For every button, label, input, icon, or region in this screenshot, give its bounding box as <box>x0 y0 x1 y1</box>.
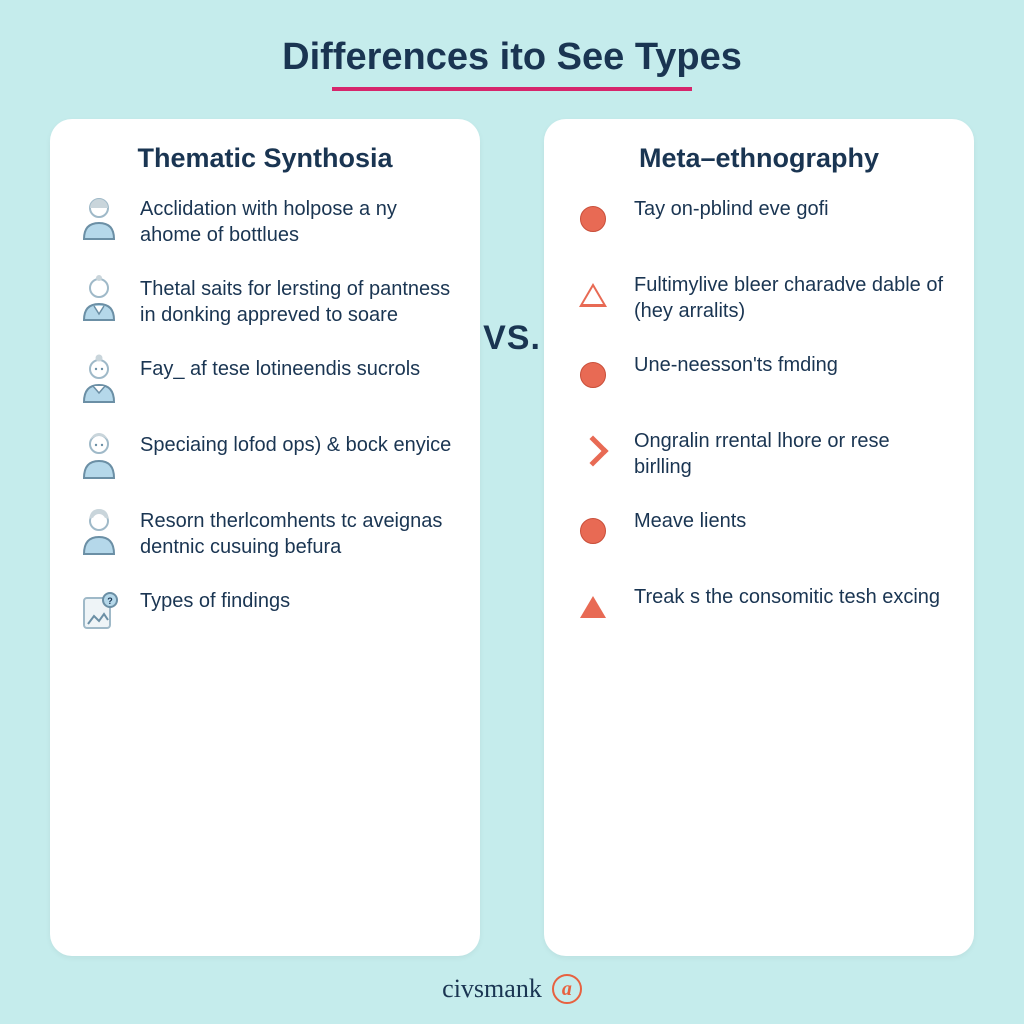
right-heading: Meta–ethnography <box>568 143 950 174</box>
circle-icon <box>568 194 618 244</box>
list-item: Meave lients <box>568 506 950 556</box>
item-text: Speciaing lofod ops) & bock enyice <box>140 430 451 458</box>
item-text: Tay on-pblind eve gofi <box>634 194 829 222</box>
item-text: Acclidation with holpose a ny ahome of b… <box>140 194 456 248</box>
item-text: Fay_ af tese lotineendis sucrols <box>140 354 420 382</box>
list-item: ? Types of findings <box>74 586 456 636</box>
item-text: Resorn therlcomhents tc aveignas dentnic… <box>140 506 456 560</box>
list-item: Resorn therlcomhents tc aveignas dentnic… <box>74 506 456 560</box>
item-text: Fultimylive bleer charadve dable of (hey… <box>634 270 950 324</box>
list-item: Fay_ af tese lotineendis sucrols <box>74 354 456 404</box>
list-item: Acclidation with holpose a ny ahome of b… <box>74 194 456 248</box>
brand-name: civsmank <box>442 974 542 1004</box>
item-text: Une-neesson'ts fmding <box>634 350 838 378</box>
person-icon <box>74 430 124 480</box>
person-icon <box>74 354 124 404</box>
person-icon <box>74 274 124 324</box>
person-icon <box>74 506 124 556</box>
triangle-icon <box>568 582 618 632</box>
chevron-icon <box>568 426 618 476</box>
footer: civsmank a <box>442 974 582 1004</box>
item-text: Thetal saits for lersting of pantness in… <box>140 274 456 328</box>
list-item: Ongralin rrental lhore or rese birlling <box>568 426 950 480</box>
right-card: Meta–ethnography Tay on-pblind eve gofi … <box>544 119 974 956</box>
item-text: Types of findings <box>140 586 290 614</box>
list-item: Speciaing lofod ops) & bock enyice <box>74 430 456 480</box>
document-icon: ? <box>74 586 124 636</box>
left-heading: Thematic Synthosia <box>74 143 456 174</box>
list-item: Une-neesson'ts fmding <box>568 350 950 400</box>
list-item: Tay on-pblind eve gofi <box>568 194 950 244</box>
person-icon <box>74 194 124 244</box>
list-item: Fultimylive bleer charadve dable of (hey… <box>568 270 950 324</box>
circle-icon <box>568 350 618 400</box>
circle-icon <box>568 506 618 556</box>
item-text: Ongralin rrental lhore or rese birlling <box>634 426 950 480</box>
title-underline <box>332 87 692 91</box>
list-item: Thetal saits for lersting of pantness in… <box>74 274 456 328</box>
list-item: Treak s the consomitic tesh excing <box>568 582 950 632</box>
svg-text:?: ? <box>107 596 113 606</box>
triangle-icon <box>568 270 618 320</box>
comparison-columns: Thematic Synthosia Acclidation with holp… <box>50 119 974 956</box>
brand-logo-icon: a <box>552 974 582 1004</box>
left-card: Thematic Synthosia Acclidation with holp… <box>50 119 480 956</box>
page-title: Differences ito See Types <box>282 36 742 87</box>
vs-label: VS. <box>483 319 541 358</box>
item-text: Treak s the consomitic tesh excing <box>634 582 940 610</box>
item-text: Meave lients <box>634 506 746 534</box>
